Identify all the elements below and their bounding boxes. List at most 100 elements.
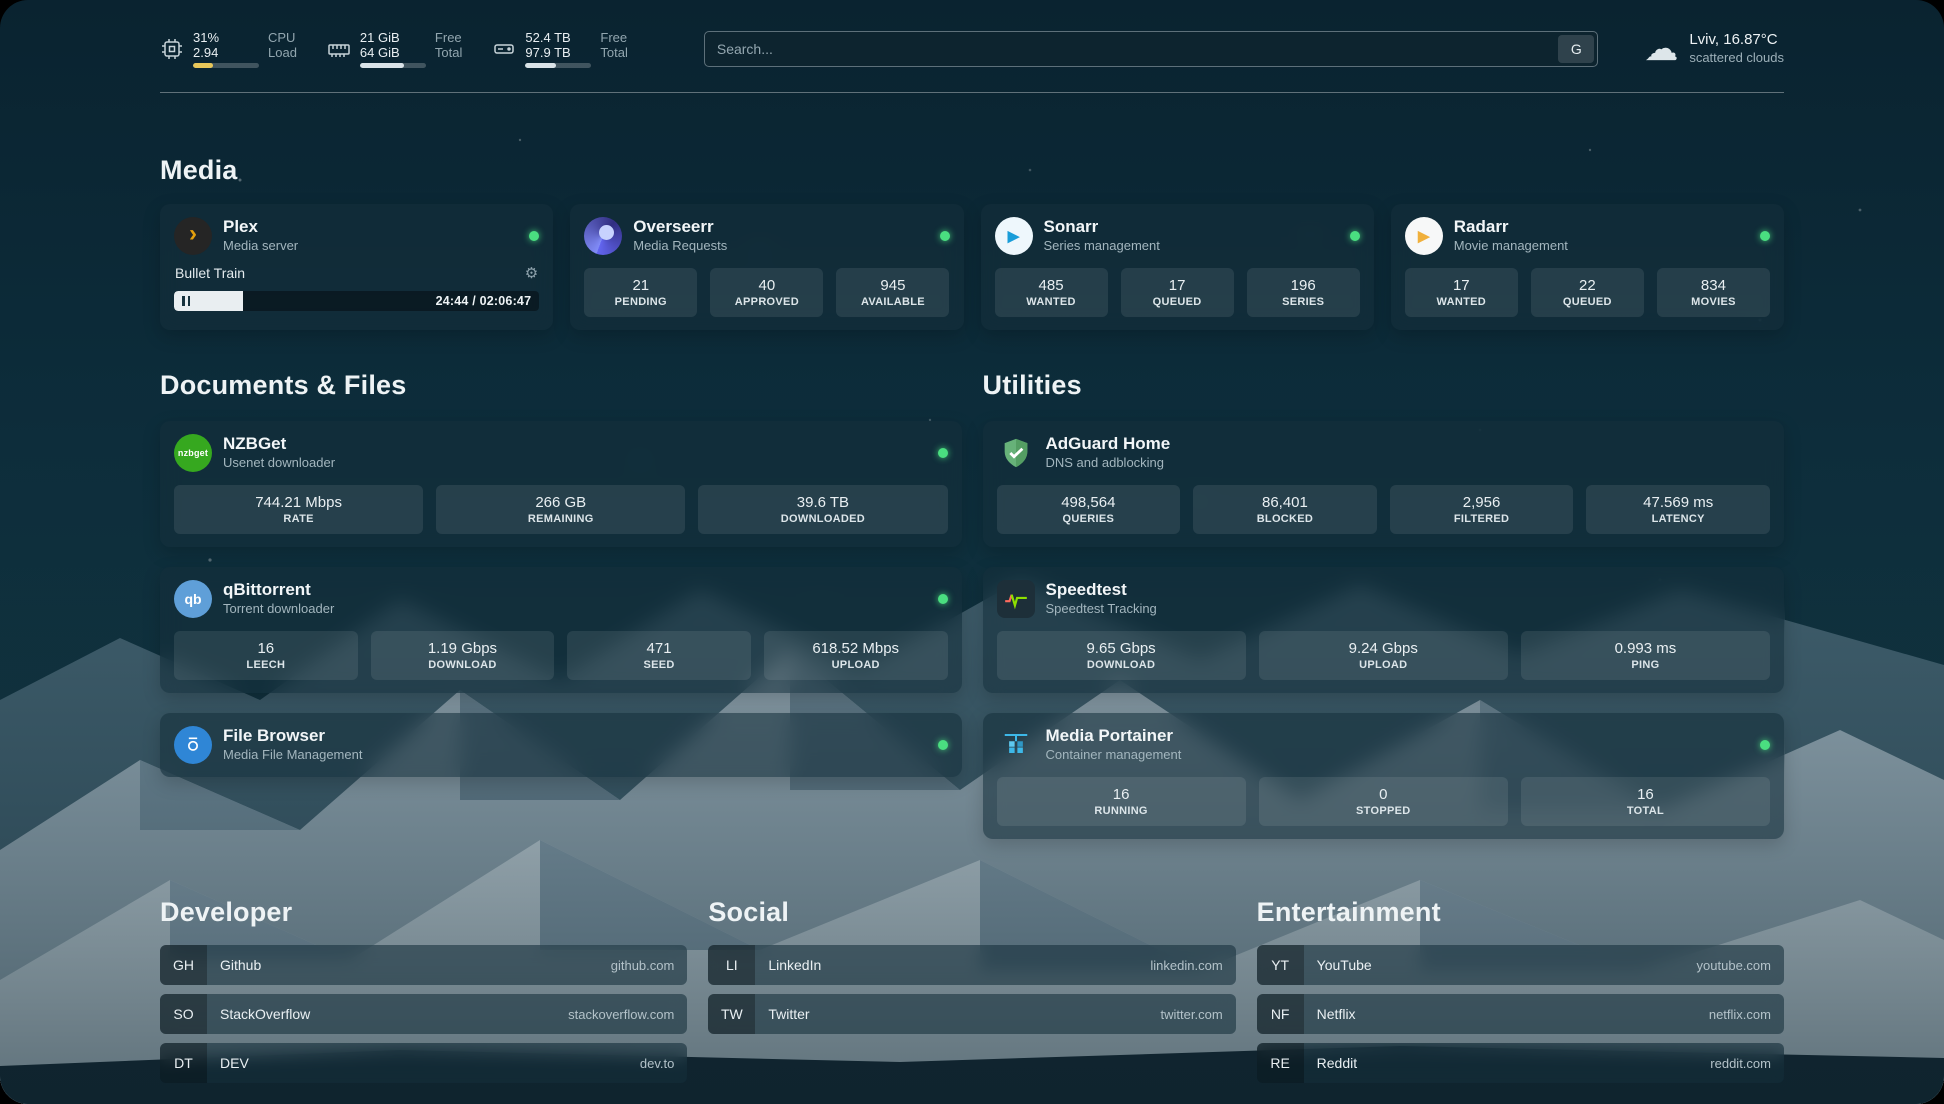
bookmark-name: DEV xyxy=(220,1055,249,1071)
now-playing-title: Bullet Train xyxy=(175,265,246,281)
service-card-filebrowser[interactable]: File Browser Media File Management xyxy=(160,713,962,777)
cpu-load: 2.94 xyxy=(193,45,219,60)
bookmark-github[interactable]: GH Github github.com xyxy=(160,945,688,985)
stat-filtered: 2,956 FILTERED xyxy=(1389,485,1574,534)
stat-queued: 17 QUEUED xyxy=(1120,268,1234,317)
bookmark-name: Reddit xyxy=(1316,1055,1358,1071)
stat-queries: 498,564 QUERIES xyxy=(996,485,1181,534)
bookmark-url: github.com xyxy=(610,957,675,973)
group-title-entertainment: Entertainment xyxy=(1256,897,1441,927)
bookmark-url: netflix.com xyxy=(1708,1006,1771,1022)
service-name: Media Portainer xyxy=(1045,726,1174,745)
bookmark-abbr: SO xyxy=(160,994,207,1034)
stat-blocked: 86,401 BLOCKED xyxy=(1193,485,1377,534)
weather-condition: scattered clouds xyxy=(1689,50,1784,65)
service-card-nzbget[interactable]: nzbget NZBGet Usenet downloader 744.21 M… xyxy=(160,421,962,547)
bookmark-stackoverflow[interactable]: SO StackOverflow stackoverflow.com xyxy=(160,994,688,1034)
cpu-percent: 31% xyxy=(193,30,220,45)
memory-free: 21 GiB xyxy=(359,30,400,45)
disk-icon xyxy=(492,37,516,61)
bookmark-url: youtube.com xyxy=(1696,957,1771,973)
stat-seed: 471 SEED xyxy=(567,631,751,680)
service-description: Media Requests xyxy=(633,238,728,253)
bookmark-netflix[interactable]: NF Netflix netflix.com xyxy=(1256,994,1784,1034)
pause-icon[interactable] xyxy=(182,296,190,306)
nzbget-icon: nzbget xyxy=(174,434,212,472)
cpu-label-top: CPU xyxy=(268,30,296,45)
playback-progress-bar[interactable]: 24:44 / 02:06:47 xyxy=(174,291,540,311)
service-name: NZBGet xyxy=(223,434,287,453)
utilities-column: Utilities AdGuard Home xyxy=(982,370,1784,839)
documents-column: Documents & Files nzbget NZBGet Usenet d… xyxy=(160,370,962,839)
bookmark-dev[interactable]: DT DEV dev.to xyxy=(160,1043,688,1083)
stat-ping: 0.993 ms PING xyxy=(1520,631,1771,680)
service-name: Radarr xyxy=(1453,217,1509,236)
stat-stopped: 0 STOPPED xyxy=(1258,777,1508,826)
bookmark-abbr: TW xyxy=(708,994,756,1034)
search-input[interactable] xyxy=(703,31,1599,67)
top-bar: 31% 2.94 CPU Load 21 GiB xyxy=(160,0,1784,68)
memory-bar xyxy=(359,63,426,68)
stat-downloaded: 39.6 TB DOWNLOADED xyxy=(698,485,948,534)
service-description: Container management xyxy=(1045,747,1182,762)
stat-wanted: 485 WANTED xyxy=(994,268,1108,317)
bookmark-name: Netflix xyxy=(1316,1006,1356,1022)
service-name: Speedtest xyxy=(1045,580,1127,599)
service-card-overseerr[interactable]: Overseerr Media Requests 21 PENDING 40 A… xyxy=(570,204,964,330)
cpu-bar xyxy=(193,63,259,68)
disk-bar xyxy=(525,63,592,68)
bookmark-abbr: NF xyxy=(1256,994,1304,1034)
service-card-adguard[interactable]: AdGuard Home DNS and adblocking 498,564 … xyxy=(982,421,1784,547)
bookmark-url: stackoverflow.com xyxy=(568,1006,675,1022)
service-description: Torrent downloader xyxy=(223,601,335,616)
service-card-qbittorrent[interactable]: qb qBittorrent Torrent downloader 16 LEE… xyxy=(160,567,962,693)
service-card-plex[interactable]: › Plex Media server Bullet Train ⚙ xyxy=(160,204,554,330)
bookmark-reddit[interactable]: RE Reddit reddit.com xyxy=(1256,1043,1784,1083)
bookmark-twitter[interactable]: TW Twitter twitter.com xyxy=(708,994,1236,1034)
service-card-sonarr[interactable]: ▶ Sonarr Series management 485 WANTED xyxy=(980,204,1374,330)
plex-icon: › xyxy=(174,217,212,255)
stat-download: 1.19 Gbps DOWNLOAD xyxy=(370,631,555,680)
service-description: Series management xyxy=(1043,238,1160,253)
status-dot xyxy=(937,740,948,750)
play-glyph: ▶ xyxy=(1007,228,1020,245)
stat-running: 16 RUNNING xyxy=(996,777,1246,826)
memory-icon xyxy=(327,37,351,61)
status-dot xyxy=(1760,740,1770,750)
bookmark-url: linkedin.com xyxy=(1150,957,1223,973)
overseerr-icon xyxy=(584,217,623,255)
cpu-widget: 31% 2.94 CPU Load xyxy=(160,30,297,68)
bookmark-abbr: GH xyxy=(160,945,207,985)
bookmark-url: twitter.com xyxy=(1160,1006,1223,1022)
group-title-developer: Developer xyxy=(160,897,293,927)
service-description: Speedtest Tracking xyxy=(1045,601,1157,616)
service-description: Movie management xyxy=(1453,238,1568,253)
gear-icon[interactable]: ⚙ xyxy=(524,265,539,282)
service-name: Plex xyxy=(223,217,258,236)
stat-upload: 618.52 Mbps UPLOAD xyxy=(763,631,948,680)
memory-bar-fill xyxy=(359,63,405,68)
bookmark-url: dev.to xyxy=(639,1055,675,1071)
status-dot xyxy=(937,448,948,458)
stat-latency: 47.569 ms LATENCY xyxy=(1586,485,1770,534)
stat-download: 9.65 Gbps DOWNLOAD xyxy=(996,631,1246,680)
cpu-label-bottom: Load xyxy=(268,45,297,60)
service-name: Overseerr xyxy=(633,217,714,236)
group-title-utilities: Utilities xyxy=(982,370,1082,400)
bookmark-linkedin[interactable]: LI LinkedIn linkedin.com xyxy=(708,945,1236,985)
stat-wanted: 17 WANTED xyxy=(1404,268,1518,317)
bookmark-abbr: RE xyxy=(1256,1043,1304,1083)
stat-queued: 22 QUEUED xyxy=(1530,268,1644,317)
service-description: Media File Management xyxy=(223,747,363,762)
service-card-portainer[interactable]: Media Portainer Container management 16 … xyxy=(982,713,1784,839)
disk-label-bottom: Total xyxy=(600,45,628,60)
service-card-radarr[interactable]: ▶ Radarr Movie management 17 WANTED xyxy=(1390,204,1784,330)
service-description: Media server xyxy=(223,238,299,253)
bookmark-youtube[interactable]: YT YouTube youtube.com xyxy=(1256,945,1784,985)
service-card-speedtest[interactable]: Speedtest Speedtest Tracking 9.65 Gbps D… xyxy=(982,567,1784,693)
cloud-icon: ☁ xyxy=(1644,30,1679,68)
disk-widget: 52.4 TB 97.9 TB Free Total xyxy=(492,30,628,68)
search-provider-button[interactable]: G xyxy=(1558,35,1595,63)
stat-series: 196 SERIES xyxy=(1246,268,1360,317)
service-description: Usenet downloader xyxy=(223,455,336,470)
